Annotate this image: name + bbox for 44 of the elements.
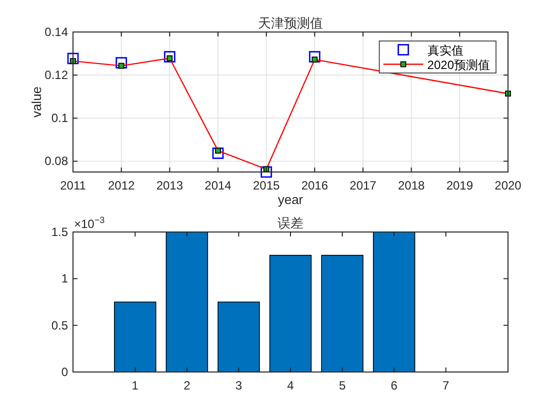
- x-tick-label: 5: [338, 378, 346, 392]
- point: [116, 57, 128, 68]
- bar: [372, 232, 416, 372]
- x-tick-label: 7: [442, 378, 450, 392]
- point: [308, 51, 320, 62]
- bar: [166, 232, 208, 372]
- y-tick-label: 0.1: [51, 111, 68, 126]
- y-tick-label: 0.08: [44, 154, 68, 168]
- y-tick-label: 0.14: [44, 25, 68, 39]
- point: [67, 52, 79, 64]
- text: ×10$^{−3}$: [74, 215, 105, 231]
- x-tick-label: 2011: [60, 178, 86, 192]
- legend-label: 2020预测值: [427, 58, 490, 72]
- x-axis-title: year: [278, 192, 304, 207]
- point: [164, 51, 176, 62]
- y-tick-label: 1.5: [51, 225, 68, 239]
- y-tick-label: 0.5: [51, 318, 68, 332]
- x-tick-label: 2016: [301, 178, 328, 192]
- x-tick-label: 1: [132, 378, 139, 392]
- legend-label: 真实值: [427, 43, 464, 58]
- x-tick-label: 2020: [494, 178, 522, 192]
- chart-title: 误差: [278, 216, 304, 230]
- y-tick-label: 0.12: [44, 68, 68, 82]
- x-tick-label: 2017: [350, 178, 377, 192]
- bar: [114, 302, 156, 372]
- chart-title: 天津预测值: [258, 16, 323, 30]
- bar: [269, 254, 312, 372]
- x-tick-label: 2018: [398, 178, 426, 192]
- x-tick-label: 2012: [108, 178, 136, 192]
- y-axis-title: value: [29, 86, 44, 118]
- x-tick-label: 6: [390, 378, 398, 392]
- x-tick-label: 4: [287, 378, 294, 392]
- x-tick-label: 3: [235, 378, 242, 392]
- x-tick-label: 2013: [156, 178, 184, 192]
- x-tick-label: 2014: [204, 178, 232, 192]
- x-tick-label: 2: [184, 378, 191, 392]
- y-tick-label: 0: [61, 365, 68, 379]
- x-tick-label: 2015: [252, 178, 280, 192]
- point: [212, 148, 224, 159]
- bar: [321, 254, 364, 372]
- point: [260, 166, 272, 178]
- y-tick-label: 1: [61, 272, 68, 286]
- bar: [218, 302, 260, 372]
- x-tick-label: 2019: [446, 178, 474, 192]
